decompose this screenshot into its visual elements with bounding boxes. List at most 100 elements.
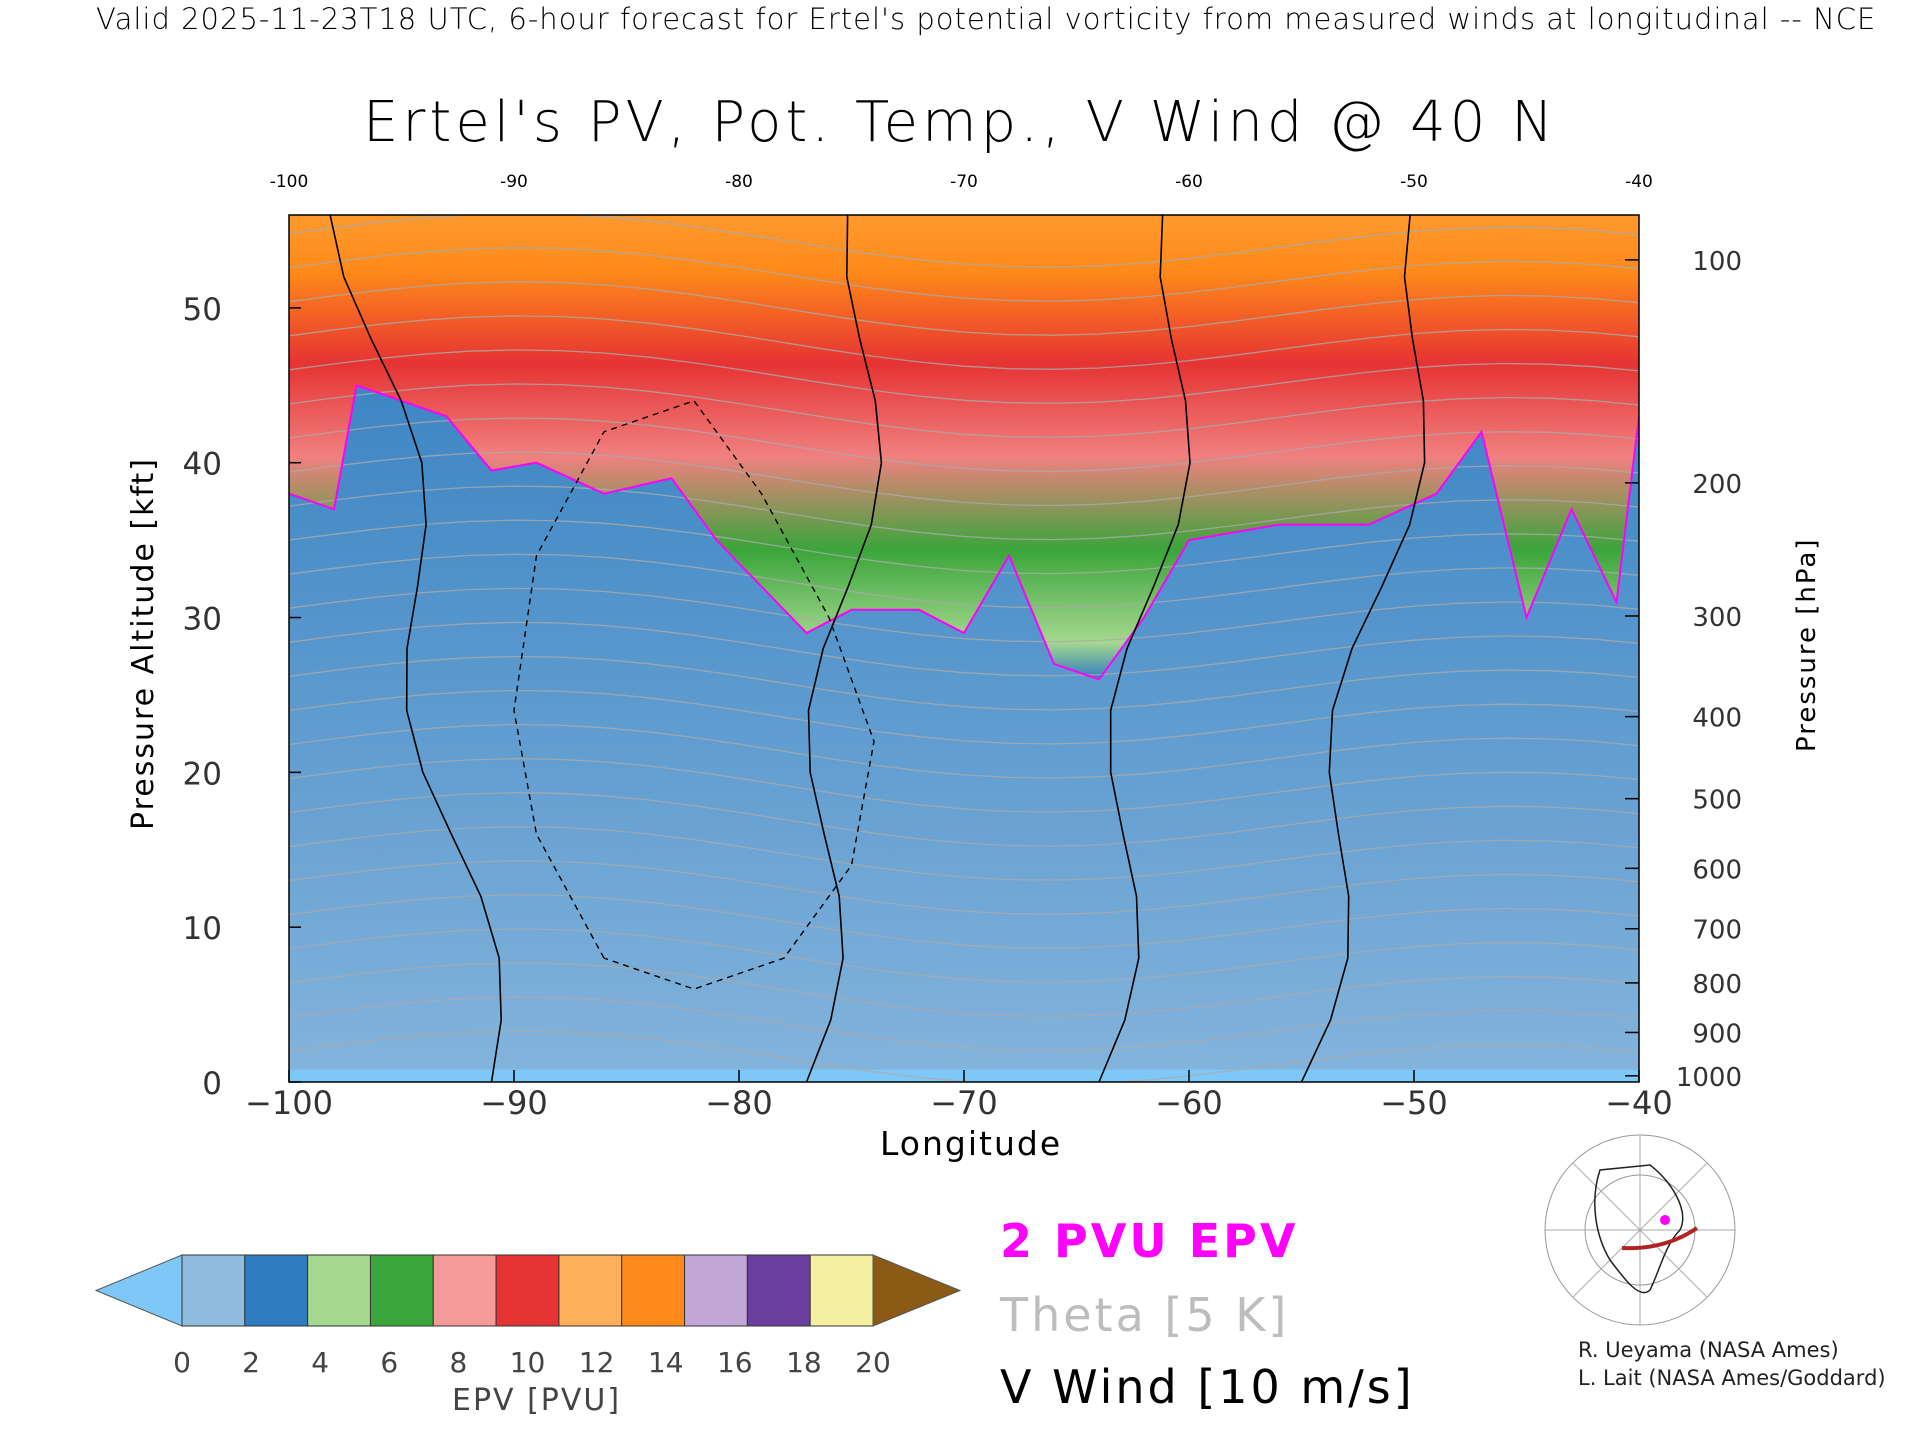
pressure-tick-label: 500 [1692, 786, 1742, 816]
colorbar-tick-label: 12 [579, 1346, 615, 1379]
pressure-tick-label: 200 [1692, 470, 1742, 500]
colorbar-over-arrow [872, 1254, 962, 1327]
theta-contour-line [289, 215, 1639, 268]
theta-contour-line [289, 315, 1639, 370]
v-wind-zero-line [1300, 215, 1426, 1082]
v-wind-zero-line [1098, 215, 1191, 1082]
top-x-tick-label: -60 [1175, 172, 1203, 192]
x-tick-label: −50 [1380, 1084, 1448, 1122]
pressure-tick-label: 700 [1692, 916, 1742, 946]
theta-contour-line [289, 758, 1639, 813]
x-tick-label: −60 [1155, 1084, 1223, 1122]
x-tick-label: −100 [245, 1084, 333, 1122]
map-meridian [1639, 1229, 1708, 1298]
colorbar-tick-label: 8 [449, 1346, 467, 1379]
colorbar-tick-label: 10 [510, 1346, 546, 1379]
y-tick-label: 10 [183, 911, 222, 947]
pressure-tick-label: 600 [1692, 855, 1742, 885]
colorbar-swatch [558, 1254, 623, 1327]
legend-vwind-entry: V Wind [10 m/s] [1000, 1360, 1415, 1414]
colorbar-tick-label: 0 [173, 1346, 191, 1379]
y-tick-label: 20 [183, 756, 222, 792]
theta-contour-line [289, 723, 1639, 779]
pressure-tick-label: 800 [1692, 970, 1742, 1000]
map-background [1540, 1150, 1735, 1300]
theta-contour-line [289, 587, 1639, 643]
theta-contour-line [289, 451, 1639, 507]
y-tick-label: 30 [183, 602, 222, 638]
colorbar-swatch [684, 1254, 748, 1327]
map-cross-section-track [1621, 1226, 1699, 1251]
theta-contour-line [289, 383, 1639, 439]
x-tick-label: −80 [705, 1084, 773, 1122]
theta-contour-line [289, 860, 1639, 915]
top-x-tick-label: -100 [270, 172, 309, 192]
v-wind-negative-contour [513, 399, 875, 990]
pressure-tick-label: 900 [1692, 1019, 1742, 1049]
legend-pv-entry: 2 PVU EPV [1000, 1214, 1299, 1268]
theta-contour-line [289, 281, 1639, 336]
credit-line-2: L. Lait (NASA Ames/Goddard) [1578, 1366, 1886, 1390]
colorbar-swatch [369, 1254, 434, 1327]
theta-contour-line [289, 553, 1639, 609]
theta-contour-line [289, 349, 1639, 404]
x-tick-label: −90 [480, 1084, 548, 1122]
top-x-tick-label: -80 [725, 172, 753, 192]
map-marker [1660, 1215, 1670, 1225]
v-wind-contours [329, 215, 1426, 1082]
pv-2pvu-line [289, 383, 1639, 681]
colorbar-tick-label: 2 [242, 1346, 260, 1379]
v-wind-zero-line [805, 215, 883, 1082]
colorbar-swatch [495, 1254, 560, 1327]
theta-contour-line [289, 962, 1639, 1018]
theta-contour-line [289, 928, 1639, 984]
legend-theta-entry: Theta [5 K] [1000, 1288, 1290, 1342]
colorbar-swatch [432, 1254, 497, 1327]
header-caption: Valid 2025-11-23T18 UTC, 6-hour forecast… [96, 2, 1877, 36]
map-meridian [1639, 1162, 1708, 1231]
colorbar-swatch [307, 1254, 371, 1327]
theta-contour-line [289, 655, 1639, 711]
colorbar-tick-label: 14 [648, 1346, 684, 1379]
chart-title: Ertel's PV, Pot. Temp., V Wind @ 40 N [362, 90, 1558, 155]
map-meridian [1572, 1229, 1641, 1298]
pressure-tick-label: 100 [1692, 247, 1742, 277]
theta-contour-line [289, 792, 1639, 847]
theta-contour-line [289, 996, 1639, 1052]
credit-line-1: R. Ueyama (NASA Ames) [1578, 1338, 1839, 1362]
colorbar-swatch [809, 1254, 874, 1327]
top-x-tick-label: -90 [500, 172, 528, 192]
x-tick-label: −40 [1605, 1084, 1673, 1122]
colorbar-tick-label: 6 [380, 1346, 398, 1379]
colorbar-tick-label: 18 [786, 1346, 822, 1379]
pressure-tick-label: 300 [1692, 603, 1742, 633]
colorbar-swatch [621, 1254, 686, 1327]
map-meridian [1572, 1162, 1641, 1231]
theta-contour-line [289, 247, 1639, 302]
colorbar-tick-label: 4 [311, 1346, 329, 1379]
top-x-tick-label: -40 [1625, 172, 1653, 192]
theta-contours [289, 215, 1639, 1082]
y-tick-label: 40 [183, 447, 222, 483]
theta-contour-line [289, 894, 1639, 949]
theta-contour-line [289, 417, 1639, 473]
y-tick-label: 0 [202, 1066, 222, 1102]
colorbar-swatch [746, 1254, 811, 1327]
colorbar-swatch [181, 1254, 246, 1327]
x-tick-label: −70 [930, 1084, 998, 1122]
colorbar-swatch [244, 1254, 309, 1327]
theta-contour-line [289, 621, 1639, 677]
colorbar-tick-label: 20 [855, 1346, 891, 1379]
top-x-tick-label: -50 [1400, 172, 1428, 192]
locator-map [1540, 1134, 1736, 1326]
top-x-tick-label: -70 [950, 172, 978, 192]
map-coastline [1594, 1164, 1684, 1294]
theta-contour-line [289, 519, 1639, 575]
colorbar-under-arrow [94, 1254, 183, 1327]
x-axis-label: Longitude [880, 1124, 1063, 1163]
stratosphere-fill [289, 215, 1639, 680]
v-wind-zero-line [329, 215, 503, 1082]
pressure-tick-label: 400 [1692, 704, 1742, 734]
pressure-tick-label: 1000 [1676, 1063, 1742, 1093]
